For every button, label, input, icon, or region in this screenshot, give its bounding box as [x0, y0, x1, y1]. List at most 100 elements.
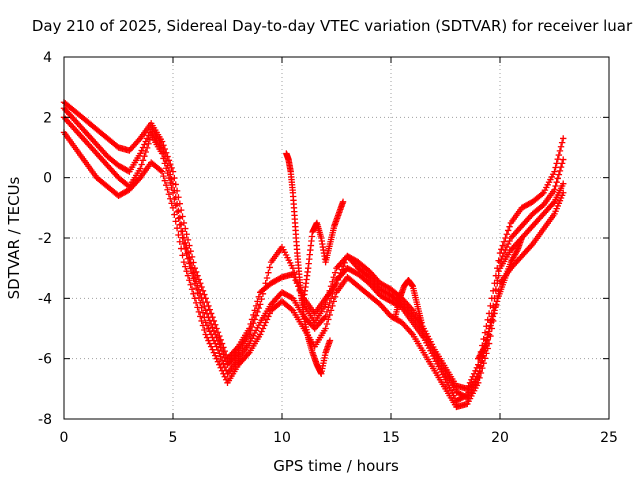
data-point: [560, 189, 567, 196]
data-point: [488, 316, 496, 323]
data-point: [558, 160, 566, 167]
data-point: [186, 254, 193, 261]
data-point: [194, 304, 201, 311]
data-point: [485, 328, 493, 335]
data-point: [500, 249, 508, 257]
data-point: [201, 303, 208, 310]
x-tick-label: 0: [60, 430, 69, 446]
data-point: [506, 223, 513, 230]
data-point: [499, 252, 506, 260]
data-point: [263, 274, 271, 282]
y-axis-ticks: -8 -6 -4 -2 0 2 4: [38, 50, 609, 428]
data-point: [504, 240, 512, 248]
data-point: [187, 265, 194, 272]
data-point: [288, 306, 295, 313]
data-point: [557, 143, 565, 150]
data-point: [206, 306, 213, 313]
data-point: [188, 264, 196, 271]
data-point: [486, 325, 493, 332]
data-point: [560, 180, 567, 187]
data-point: [500, 238, 508, 245]
data-point: [560, 156, 567, 163]
data-point: [158, 144, 166, 151]
data-point: [191, 295, 198, 302]
y-tick-label: -4: [38, 291, 52, 307]
data-point: [138, 161, 145, 168]
data-point: [477, 363, 485, 370]
data-point: [553, 160, 560, 167]
data-point: [201, 291, 208, 298]
data-point: [502, 246, 509, 254]
data-point: [482, 340, 489, 347]
data-point: [207, 343, 215, 350]
data-point: [418, 319, 425, 326]
data-point: [142, 148, 149, 156]
data-point: [177, 245, 185, 252]
x-tick-label: 15: [382, 430, 400, 446]
data-point: [173, 224, 181, 232]
data-point: [203, 334, 211, 341]
data-point: [171, 211, 178, 218]
data-point: [210, 349, 218, 356]
data-point: [498, 255, 505, 263]
data-point: [498, 246, 505, 253]
data-point: [552, 182, 559, 190]
data-point: [560, 135, 567, 142]
data-point: [487, 322, 494, 329]
data-point: [258, 328, 265, 335]
data-point: [199, 298, 207, 306]
data-point: [551, 168, 558, 175]
data-point: [490, 310, 497, 317]
data-point: [265, 269, 272, 276]
y-tick-label: -8: [38, 412, 52, 428]
data-point: [330, 298, 337, 305]
data-point: [183, 244, 190, 252]
data-point: [179, 252, 186, 259]
data-point: [168, 200, 175, 207]
data-point: [251, 316, 258, 323]
data-point: [175, 231, 182, 239]
data-point: [265, 313, 272, 320]
data-point: [556, 147, 564, 155]
data-point: [331, 293, 339, 301]
data-point: [199, 322, 207, 329]
data-point: [192, 278, 200, 285]
data-point: [183, 250, 190, 258]
data-point: [186, 277, 193, 284]
data-point: [188, 270, 196, 277]
data-point: [489, 313, 497, 320]
data-point: [252, 312, 260, 319]
data-point: [556, 167, 564, 175]
data-point: [551, 186, 558, 193]
data-point: [329, 278, 336, 285]
data-point: [248, 323, 256, 331]
data-point: [254, 308, 261, 316]
series-branch-19-21: [475, 234, 525, 362]
data-point: [191, 274, 198, 281]
data-point: [255, 304, 263, 312]
data-point: [143, 135, 151, 142]
data-point: [162, 182, 170, 189]
data-point: [184, 255, 192, 262]
data-point: [493, 298, 501, 305]
data-point: [246, 331, 253, 338]
data-point: [258, 295, 265, 303]
data-point: [322, 301, 329, 308]
data-point: [161, 177, 169, 184]
data-point: [479, 357, 486, 365]
data-point: [162, 157, 170, 165]
data-point: [475, 373, 482, 380]
data-point: [291, 269, 298, 276]
data-point: [190, 269, 197, 276]
data-point: [195, 308, 203, 316]
data-point: [262, 280, 269, 287]
x-tick-label: 5: [169, 430, 178, 446]
data-point: [187, 281, 194, 288]
data-point: [217, 364, 224, 371]
data-point: [262, 319, 269, 326]
data-point: [323, 320, 331, 328]
data-point: [172, 194, 179, 201]
series-spike-11-12: [300, 198, 347, 302]
data-point: [183, 231, 190, 238]
data-point: [491, 307, 498, 314]
